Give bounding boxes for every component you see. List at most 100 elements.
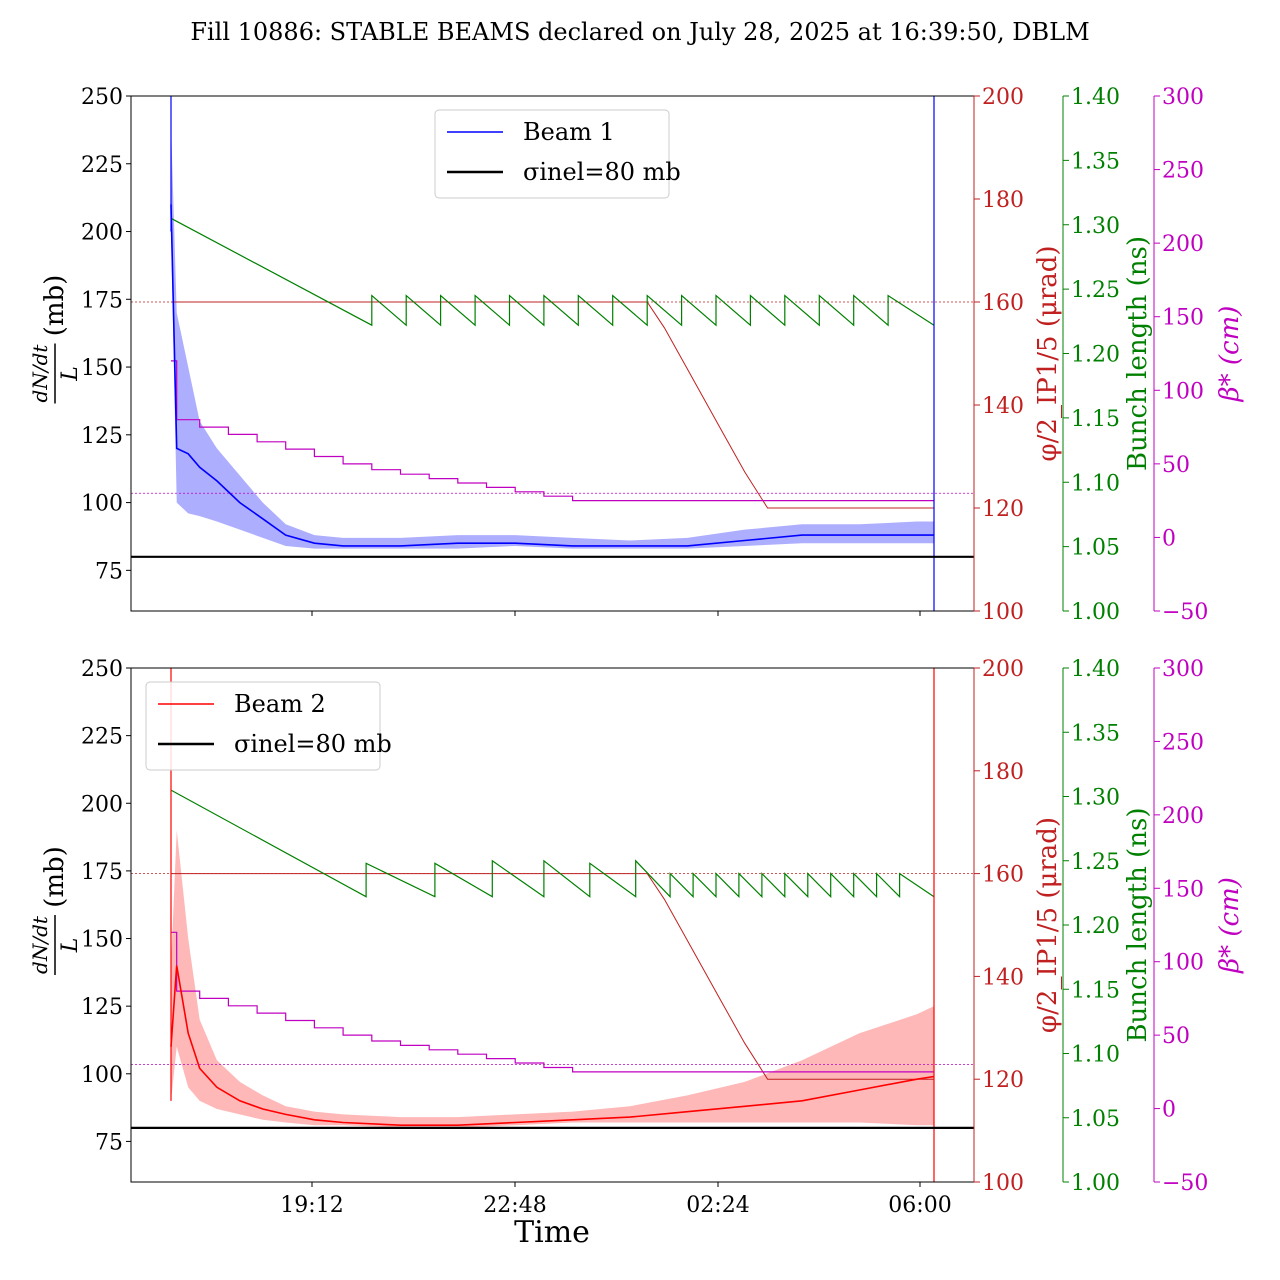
- figure-title: Fill 10886: STABLE BEAMS declared on Jul…: [190, 18, 1090, 46]
- y-tick-label: 225: [81, 725, 123, 750]
- legend-sigma-label: σinel=80 mb: [523, 158, 681, 186]
- bunch-length-line: [170, 789, 935, 899]
- y-tick-label: 150: [81, 356, 123, 381]
- y-tick-label: 175: [81, 860, 123, 885]
- x-tick-label: 06:00: [888, 1193, 951, 1218]
- crossing-axis-label: φ/2_IP1/5 (μrad): [1033, 817, 1063, 1033]
- bunch-length-tick-label: 1.40: [1071, 657, 1120, 682]
- bunch-length-tick-label: 1.15: [1071, 407, 1120, 432]
- beta-star-tick-label: 300: [1162, 657, 1204, 682]
- beta-star-tick-label: 0: [1162, 1098, 1176, 1123]
- beta-star-axis-label: β* (cm): [1215, 877, 1245, 974]
- y-axis-label-unit: (mb): [40, 846, 70, 908]
- legend: Beam 2 σinel=80 mb: [145, 681, 392, 771]
- y-tick-label: 175: [81, 288, 123, 313]
- bunch-length-axis-label: Bunch length (ns): [1123, 236, 1153, 471]
- crossing-tick-label: 200: [982, 85, 1024, 110]
- crossing-tick-label: 200: [982, 657, 1024, 682]
- bunch-length-tick-label: 1.30: [1071, 214, 1120, 239]
- y-axis-label-numerator: dN/dt: [28, 915, 52, 974]
- panel-top: 75 100 125 150 175 200 225 250 100 120 140 160 180 20…: [28, 85, 1245, 625]
- y-axis-label-numerator: dN/dt: [28, 344, 52, 403]
- bunch-length-line: [170, 217, 935, 327]
- beta-star-tick-label: 50: [1162, 453, 1190, 478]
- beta-star-line: [171, 360, 934, 502]
- y-tick-label: 125: [81, 995, 123, 1020]
- beta-star-tick-label: 200: [1162, 804, 1204, 829]
- beta-star-axis-label: β* (cm): [1215, 306, 1245, 403]
- y-tick-label: 250: [81, 85, 123, 110]
- bunch-length-tick-label: 1.20: [1071, 343, 1120, 368]
- y-tick-label: 75: [95, 559, 123, 584]
- legend-beam-label: Beam 2: [234, 690, 326, 718]
- bunch-length-tick-label: 1.35: [1071, 149, 1120, 174]
- bunch-length-tick-label: 1.25: [1071, 278, 1120, 303]
- legend: Beam 1 σinel=80 mb: [434, 109, 681, 199]
- panel-bottom: 75 100 125 150 175 200 225 250 19:12 22:48 02:24 06…: [28, 657, 1245, 1218]
- beta-star-tick-label: −50: [1162, 600, 1208, 625]
- crossing-angle-line: [171, 301, 934, 509]
- beta-star-tick-label: 100: [1162, 379, 1204, 404]
- x-tick-label: 02:24: [686, 1193, 749, 1218]
- beam-line: [170, 204, 934, 547]
- y-tick-label: 150: [81, 928, 123, 953]
- bunch-length-tick-label: 1.05: [1071, 536, 1120, 561]
- beam-line: [170, 965, 935, 1126]
- crossing-axis-label: φ/2_IP1/5 (μrad): [1033, 245, 1063, 461]
- y-axis-label: dN/dt L (mb): [28, 275, 83, 404]
- y-axis-label: dN/dt L (mb): [28, 846, 83, 975]
- y-tick-label: 100: [81, 492, 123, 517]
- y-axis-label-denominator: L: [58, 938, 83, 954]
- y-axis-label-denominator: L: [58, 366, 83, 382]
- beta-star-tick-label: 250: [1162, 159, 1204, 184]
- beta-star-tick-label: 100: [1162, 951, 1204, 976]
- crossing-tick-label: 100: [982, 600, 1024, 625]
- beta-star-tick-label: 300: [1162, 85, 1204, 110]
- bunch-length-tick-label: 1.40: [1071, 85, 1120, 110]
- legend-sigma-label: σinel=80 mb: [234, 730, 392, 758]
- bunch-length-tick-label: 1.00: [1071, 600, 1120, 625]
- crossing-tick-label: 120: [982, 497, 1024, 522]
- beam-band: [171, 123, 934, 549]
- bunch-length-tick-label: 1.00: [1071, 1171, 1120, 1196]
- y-tick-label: 100: [81, 1063, 123, 1088]
- y-tick-label: 200: [81, 792, 123, 817]
- crossing-tick-label: 160: [982, 863, 1024, 888]
- beta-star-line: [171, 931, 934, 1073]
- crossing-tick-label: 140: [982, 965, 1024, 990]
- bunch-length-tick-label: 1.30: [1071, 786, 1120, 811]
- legend-beam-label: Beam 1: [523, 118, 615, 146]
- beta-star-tick-label: 150: [1162, 877, 1204, 902]
- x-tick-label: 19:12: [280, 1193, 343, 1218]
- beta-star-tick-label: 150: [1162, 306, 1204, 331]
- y-tick-label: 75: [95, 1130, 123, 1155]
- beta-star-tick-label: 200: [1162, 232, 1204, 257]
- y-tick-label: 250: [81, 657, 123, 682]
- plot-area: [131, 668, 974, 1182]
- y-tick-label: 225: [81, 153, 123, 178]
- x-tick-label: 22:48: [483, 1193, 546, 1218]
- crossing-tick-label: 180: [982, 188, 1024, 213]
- bunch-length-tick-label: 1.10: [1071, 471, 1120, 496]
- y-axis-label-unit: (mb): [40, 275, 70, 337]
- bunch-length-axis-label: Bunch length (ns): [1123, 807, 1153, 1042]
- beam-band: [171, 830, 934, 1128]
- plot-area: [131, 96, 974, 611]
- crossing-tick-label: 120: [982, 1068, 1024, 1093]
- crossing-tick-label: 180: [982, 760, 1024, 785]
- bunch-length-tick-label: 1.15: [1071, 978, 1120, 1003]
- beta-star-tick-label: 0: [1162, 526, 1176, 551]
- bunch-length-tick-label: 1.05: [1071, 1107, 1120, 1132]
- crossing-tick-label: 140: [982, 394, 1024, 419]
- x-axis-label: Time: [514, 1215, 590, 1250]
- bunch-length-tick-label: 1.10: [1071, 1043, 1120, 1068]
- beta-star-tick-label: 50: [1162, 1024, 1190, 1049]
- y-tick-label: 200: [81, 221, 123, 246]
- bunch-length-tick-label: 1.25: [1071, 850, 1120, 875]
- bunch-length-tick-label: 1.35: [1071, 721, 1120, 746]
- beta-star-tick-label: −50: [1162, 1171, 1208, 1196]
- crossing-angle-line: [171, 873, 934, 1080]
- bunch-length-tick-label: 1.20: [1071, 914, 1120, 939]
